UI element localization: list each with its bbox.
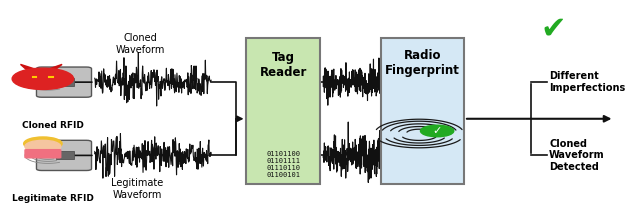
Text: Radio
Fingerprint: Radio Fingerprint bbox=[385, 49, 460, 77]
Text: 01101100
01101111
01110110
01100101: 01101100 01101111 01110110 01100101 bbox=[266, 151, 300, 178]
Text: Different
Imperfections: Different Imperfections bbox=[549, 71, 625, 93]
Bar bbox=[381, 38, 464, 184]
Text: Cloned RFID: Cloned RFID bbox=[22, 121, 84, 130]
Bar bbox=[56, 151, 74, 159]
Text: Cloned
Waveform
Detected: Cloned Waveform Detected bbox=[549, 139, 605, 172]
Text: ✔: ✔ bbox=[541, 14, 566, 43]
Text: ✓: ✓ bbox=[433, 126, 442, 136]
Text: Legitimate
Waveform: Legitimate Waveform bbox=[111, 178, 164, 200]
Circle shape bbox=[12, 68, 74, 89]
Circle shape bbox=[25, 140, 61, 153]
Bar bbox=[56, 78, 74, 86]
Polygon shape bbox=[20, 64, 38, 72]
Polygon shape bbox=[46, 64, 62, 72]
Circle shape bbox=[420, 125, 454, 137]
Circle shape bbox=[24, 137, 62, 150]
Text: Cloned
Waveform: Cloned Waveform bbox=[116, 33, 166, 55]
FancyBboxPatch shape bbox=[36, 140, 92, 170]
Text: Tag
Reader: Tag Reader bbox=[259, 51, 307, 79]
FancyBboxPatch shape bbox=[36, 67, 92, 97]
FancyBboxPatch shape bbox=[24, 149, 61, 159]
Text: Legitimate RFID: Legitimate RFID bbox=[12, 194, 94, 203]
Bar bbox=[246, 38, 320, 184]
